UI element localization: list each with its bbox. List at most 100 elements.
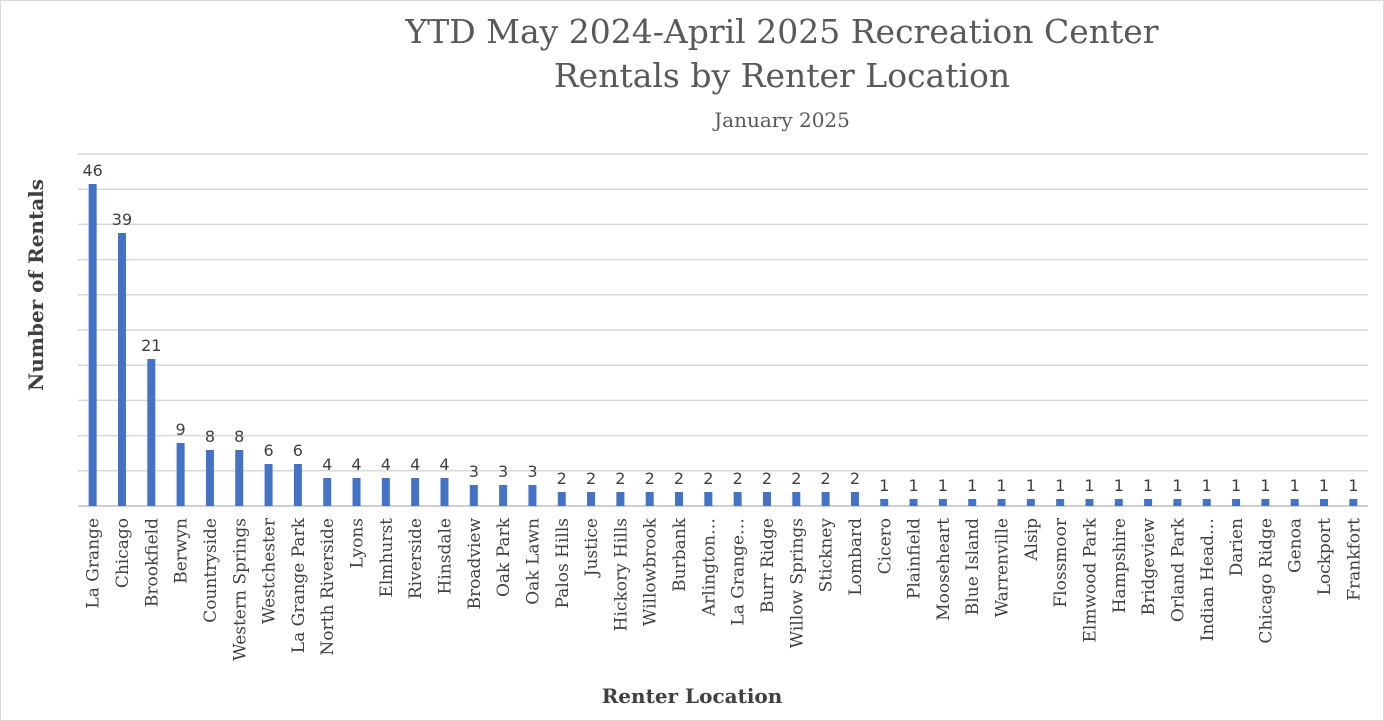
data-label: 1 (1026, 476, 1036, 495)
data-label: 4 (381, 455, 391, 474)
x-tick-label: Genoa (1286, 518, 1306, 573)
bar (733, 492, 742, 506)
x-tick-label: Arlington… (699, 518, 719, 617)
data-label: 1 (879, 476, 889, 495)
data-label: 2 (733, 469, 743, 488)
data-label: 1 (1172, 476, 1182, 495)
bar (117, 233, 126, 506)
chart-title-line-1: YTD May 2024-April 2025 Recreation Cente… (405, 12, 1159, 51)
bar (440, 478, 449, 506)
data-label: 6 (293, 441, 303, 460)
bar (528, 485, 537, 506)
data-label: 2 (762, 469, 772, 488)
x-tick-label: Brookfield (142, 518, 162, 607)
data-label: 2 (850, 469, 860, 488)
x-tick-label: Plainfield (905, 518, 925, 599)
x-tick-label: Berwyn (172, 518, 192, 584)
data-label: 1 (1348, 476, 1358, 495)
data-label: 1 (1143, 476, 1153, 495)
x-tick-label: Chicago Ridge (1256, 518, 1276, 644)
bar (557, 492, 566, 506)
x-tick-label: Westchester (260, 517, 280, 624)
data-label: 2 (615, 469, 625, 488)
bar (821, 492, 830, 506)
bar (762, 492, 771, 506)
data-label: 39 (112, 210, 132, 229)
bar (675, 492, 684, 506)
bar (1349, 499, 1358, 506)
data-label: 4 (322, 455, 332, 474)
bar (616, 492, 625, 506)
bar (1026, 499, 1035, 506)
x-tick-label: La Grange (84, 518, 104, 609)
x-tick-label: Elmhurst (377, 518, 397, 598)
data-label: 2 (791, 469, 801, 488)
data-label: 2 (645, 469, 655, 488)
x-tick-label: North Riverside (318, 518, 338, 656)
bar (205, 450, 214, 506)
data-label: 4 (410, 455, 420, 474)
data-label: 4 (439, 455, 449, 474)
bar (997, 499, 1006, 506)
bar (147, 359, 156, 506)
bar (587, 492, 596, 506)
data-label: 1 (1231, 476, 1241, 495)
data-label: 1 (1055, 476, 1065, 495)
data-label: 2 (703, 469, 713, 488)
bar (1173, 499, 1182, 506)
bar (1202, 499, 1211, 506)
x-tick-label: Elmwood Park (1080, 517, 1100, 642)
data-label: 6 (263, 441, 273, 460)
data-label: 8 (234, 427, 244, 446)
x-tick-label: Alsip (1022, 518, 1042, 562)
bar (704, 492, 713, 506)
x-tick-label: Riverside (406, 518, 426, 599)
x-tick-label: Broadview (465, 518, 485, 610)
bar (1085, 499, 1094, 506)
bar (469, 485, 478, 506)
x-tick-label: Cicero (875, 518, 895, 574)
data-label: 1 (1202, 476, 1212, 495)
x-tick-label: Hampshire (1110, 518, 1130, 613)
x-tick-label: Mooseheart (934, 518, 954, 621)
x-tick-label: Indian Head… (1198, 518, 1218, 641)
data-label: 1 (1084, 476, 1094, 495)
data-label: 2 (674, 469, 684, 488)
bar (850, 492, 859, 506)
bar (1144, 499, 1153, 506)
bar (381, 478, 390, 506)
x-tick-label: Burbank (670, 517, 690, 592)
data-label: 1 (996, 476, 1006, 495)
bar (499, 485, 508, 506)
x-tick-label: Lockport (1315, 518, 1335, 596)
x-tick-label: Bridgeview (1139, 518, 1159, 616)
data-label: 9 (176, 420, 186, 439)
bar (323, 478, 332, 506)
bar (176, 443, 185, 506)
x-tick-label: Chicago (113, 518, 133, 588)
data-label: 3 (498, 462, 508, 481)
data-label: 1 (938, 476, 948, 495)
data-label: 21 (141, 336, 161, 355)
data-label: 3 (527, 462, 537, 481)
data-label: 2 (586, 469, 596, 488)
data-label: 8 (205, 427, 215, 446)
x-tick-label: Willow Springs (787, 518, 807, 648)
data-label: 3 (469, 462, 479, 481)
x-axis-label: Renter Location (601, 684, 783, 708)
x-tick-label: La Grange Park (289, 517, 309, 653)
bar (909, 499, 918, 506)
bar (264, 464, 273, 506)
x-tick-label: Warrenville (993, 518, 1013, 617)
data-label: 2 (557, 469, 567, 488)
x-tick-label: Hinsdale (435, 518, 455, 594)
x-tick-label: Frankfort (1344, 518, 1364, 601)
bar (1290, 499, 1299, 506)
x-tick-label: Stickney (817, 518, 837, 593)
x-tick-label: Hickory Hills (611, 518, 631, 631)
x-tick-label: Palos Hills (553, 518, 573, 608)
x-tick-label: Western Springs (230, 518, 250, 661)
x-tick-label: La Grange… (729, 518, 749, 626)
